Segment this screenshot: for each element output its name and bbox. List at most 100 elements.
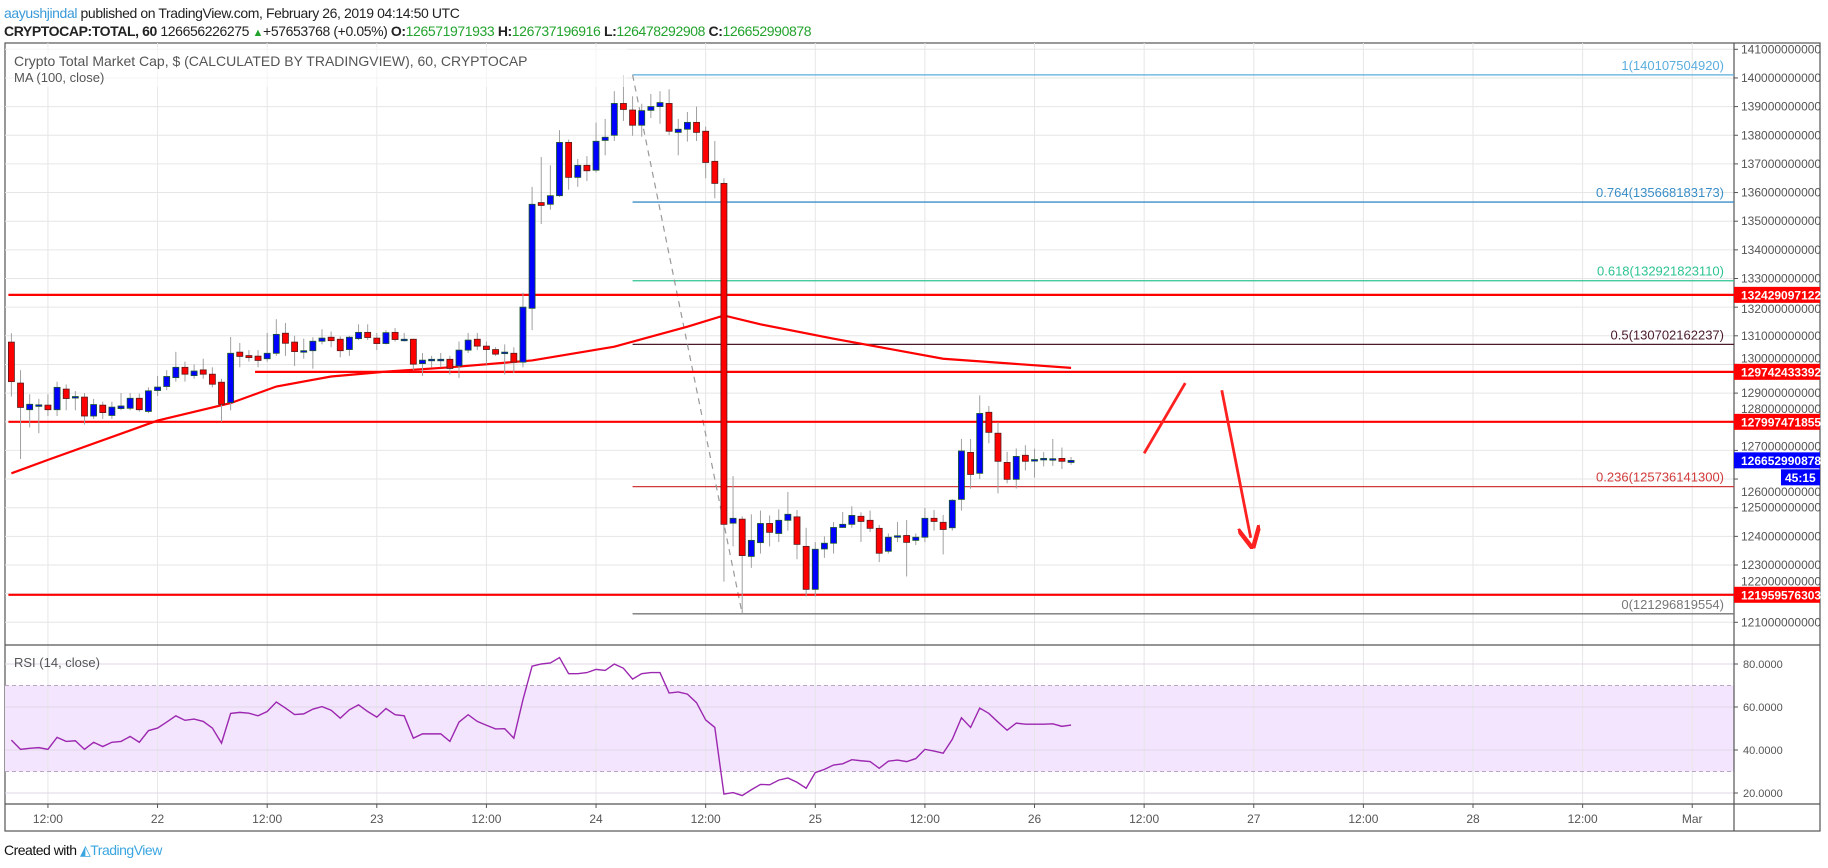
candle-bullish [574, 164, 582, 178]
y-tick-label: 134000000000 [1741, 243, 1821, 257]
candle-bullish [912, 536, 920, 541]
candle-bearish [336, 338, 344, 352]
author-link[interactable]: aayushjindal [4, 5, 78, 21]
candle-bullish [1031, 459, 1038, 462]
y-tick-label: 139000000000 [1741, 100, 1821, 114]
level-price-tag [1734, 413, 1820, 430]
candle-bearish [1058, 458, 1066, 462]
candle-bearish [17, 382, 24, 408]
candle-bearish [930, 517, 938, 522]
candle-bullish [784, 513, 792, 521]
candle-bullish [592, 140, 600, 171]
candle-bullish [53, 386, 61, 411]
bar-countdown-label: 45:15 [1785, 471, 1816, 485]
y-tick-label: 141000000000 [1741, 42, 1821, 56]
fib-level-label: 0(121296819554) [1621, 597, 1724, 612]
y-tick-label: 132000000000 [1741, 302, 1821, 316]
y-tick-label: 123000000000 [1741, 558, 1821, 572]
candle-bearish [510, 352, 518, 363]
down-arrow-annotation [1220, 389, 1251, 538]
candle-bullish [729, 517, 737, 524]
publish-info: aayushjindal published on TradingView.co… [4, 5, 460, 21]
rsi-tick-label: 20.0000 [1743, 788, 1783, 800]
candle-bearish [766, 523, 774, 533]
candle-bearish [62, 388, 70, 399]
x-tick-label: 12:00 [1568, 812, 1598, 826]
y-tick-label: 124000000000 [1741, 529, 1821, 543]
symbol-name: CRYPTOCAP:TOTAL, 60 [4, 23, 157, 39]
candle-bearish [7, 341, 15, 383]
level-price-tag [1734, 586, 1820, 603]
candle-bullish [839, 523, 847, 528]
candle-bearish [738, 518, 746, 556]
candle-bullish [884, 536, 892, 552]
y-tick-label: 140000000000 [1741, 71, 1821, 85]
x-tick-label: 24 [589, 812, 603, 826]
price-change: +57653768 (+0.05%) [263, 23, 388, 39]
candle-bearish [793, 516, 801, 545]
published-text: published on TradingView.com, February 2… [80, 5, 460, 21]
y-tick-label: 137000000000 [1741, 157, 1821, 171]
brand-name[interactable]: TradingView [90, 842, 162, 858]
candle-bullish [300, 350, 308, 353]
candle-bearish [583, 164, 591, 172]
y-tick-label: 129000000000 [1741, 386, 1821, 400]
fib-level-label: 0.5(130702162237) [1611, 327, 1725, 342]
y-tick-label: 135000000000 [1741, 214, 1821, 228]
level-price-label: 127997471855 [1741, 415, 1821, 429]
legend-backdrop [7, 47, 627, 87]
candle-bullish [1049, 458, 1057, 461]
countdown-tag [1781, 469, 1820, 486]
candle-bearish [875, 527, 883, 554]
candle-bearish [702, 130, 710, 163]
candle-bullish [428, 358, 436, 362]
candle-bullish [309, 340, 317, 352]
x-tick-label: 26 [1028, 812, 1042, 826]
candle-bullish [1012, 456, 1020, 480]
footer: Created with ◭TradingView [4, 842, 162, 859]
candle-bullish [108, 406, 116, 416]
open-label: O: [390, 23, 406, 39]
rsi-legend-label: RSI (14, close) [14, 655, 100, 670]
open-value: 126571971933 [405, 23, 495, 39]
rsi-tick-label: 40.0000 [1743, 745, 1783, 757]
candle-bullish [638, 110, 646, 126]
y-tick-label: 121000000000 [1741, 615, 1821, 629]
candle-bullish [400, 338, 408, 342]
candle-bullish [26, 403, 34, 411]
candle-bullish [117, 405, 125, 409]
candle-bearish [866, 519, 874, 529]
x-tick-label: 28 [1466, 812, 1480, 826]
ma-100-line [11, 314, 1072, 475]
fib-level-label: 0.618(132921823110) [1597, 264, 1724, 279]
candle-bearish [994, 432, 1002, 462]
rsi-band [5, 685, 1734, 772]
candle-bearish [903, 535, 911, 543]
candle-bullish [145, 390, 152, 412]
tradingview-logo-icon[interactable]: ◭ [79, 842, 91, 858]
x-tick-label: 12:00 [1129, 812, 1159, 826]
level-price-tag [1734, 363, 1820, 380]
candle-bearish [181, 366, 189, 375]
candle-bullish [1067, 460, 1075, 463]
candle-bearish [208, 373, 216, 385]
x-tick-label: 27 [1247, 812, 1261, 826]
candle-bearish [373, 337, 381, 344]
candle-bullish [345, 336, 353, 350]
candle-bullish [921, 517, 929, 538]
candle-bullish [190, 370, 198, 377]
low-value: 126478292908 [616, 23, 705, 39]
rsi-tick-label: 60.0000 [1743, 702, 1783, 714]
candle-bullish [71, 396, 79, 399]
y-tick-label: 128000000000 [1741, 402, 1821, 416]
candle-bearish [236, 351, 244, 357]
candle-bullish [948, 499, 956, 529]
x-tick-label: 12:00 [33, 812, 63, 826]
y-tick-label: 126000000000 [1741, 485, 1821, 499]
candle-bearish [802, 545, 810, 590]
candle-bearish [1021, 454, 1029, 462]
y-tick-label: 133000000000 [1741, 272, 1821, 286]
candle-bearish [483, 345, 490, 350]
candle-bullish [747, 539, 755, 557]
